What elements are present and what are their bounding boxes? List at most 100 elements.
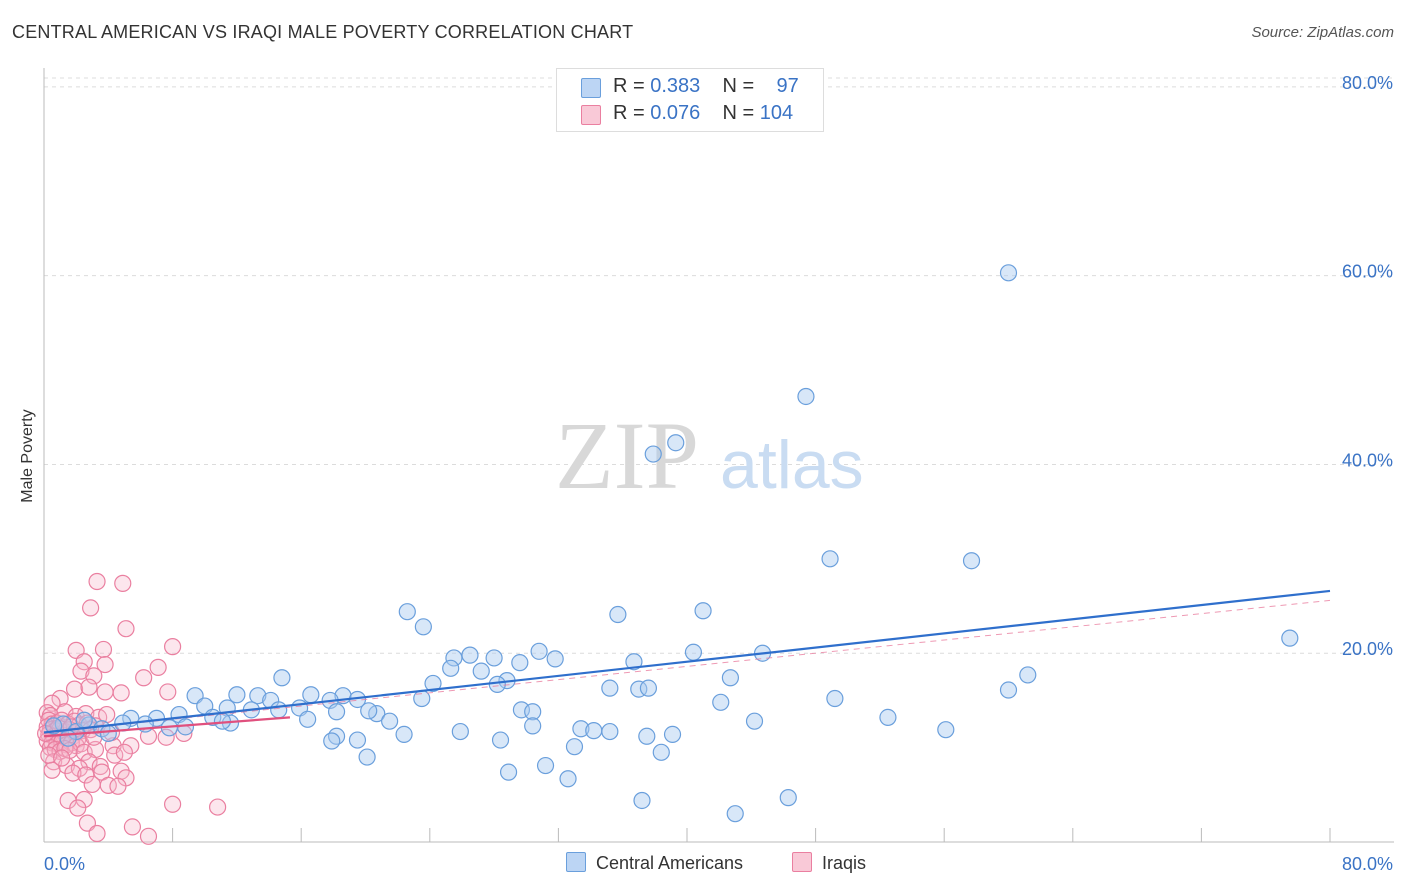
central-americans-point xyxy=(75,711,93,729)
iraqis-point xyxy=(164,638,182,656)
central-americans-point xyxy=(530,642,548,660)
iraqis-point xyxy=(64,764,82,782)
central-americans-point xyxy=(472,662,490,680)
central-americans-trend-line xyxy=(43,589,1331,734)
chart-title: CENTRAL AMERICAN VS IRAQI MALE POVERTY C… xyxy=(12,22,634,42)
central-americans-point xyxy=(565,738,584,756)
x-tick-label-max: 80.0% xyxy=(1342,854,1393,874)
central-americans-point xyxy=(358,748,376,766)
central-americans-point xyxy=(398,603,416,621)
central-americans-point xyxy=(1281,629,1299,647)
bottom-legend-iraqis: Iraqis xyxy=(792,852,866,874)
central-americans-point xyxy=(821,550,839,568)
central-americans-point xyxy=(546,650,564,668)
iraqis-point xyxy=(80,753,98,771)
watermark-atlas: atlas xyxy=(720,427,864,503)
central-americans-point xyxy=(414,618,432,636)
legend-r-label: R = xyxy=(613,75,645,97)
central-americans-point xyxy=(461,646,479,664)
iraqis-point xyxy=(122,737,140,755)
iraqis-point xyxy=(88,824,106,843)
central-americans-point xyxy=(667,434,685,452)
iraqis-point xyxy=(72,662,90,680)
central-americans-point xyxy=(694,602,712,620)
iraqis-point xyxy=(112,684,130,702)
central-americans-point xyxy=(485,649,503,667)
central-americans-point xyxy=(488,675,506,693)
trend-lines xyxy=(43,589,1331,738)
central-americans-point xyxy=(524,703,542,721)
iraqis-point xyxy=(106,746,124,764)
central-americans-point xyxy=(684,643,703,661)
iraqis-point xyxy=(114,574,132,592)
central-americans-point xyxy=(633,791,651,810)
x-tick-label-min: 0.0% xyxy=(44,854,85,874)
bottom-legend-swatch-pink xyxy=(792,852,812,872)
iraqis-point xyxy=(83,775,101,794)
central-americans-point xyxy=(327,703,346,721)
y-tick-label: 40.0% xyxy=(1342,450,1393,470)
central-americans-point xyxy=(59,729,77,747)
source-label: Source: ZipAtlas.com xyxy=(1251,24,1394,41)
central-americans-point xyxy=(302,686,320,704)
central-americans-point xyxy=(499,763,518,781)
x-axis-ticks xyxy=(172,828,1331,842)
iraqis-point xyxy=(80,678,98,696)
iraqis-point xyxy=(94,640,113,659)
central-americans-point xyxy=(625,653,643,671)
central-americans-point xyxy=(270,701,288,719)
legend-n-value: 104 xyxy=(759,102,794,124)
legend-n-value: 97 xyxy=(776,75,799,97)
central-americans-point xyxy=(445,649,463,667)
iraqis-point xyxy=(69,799,87,817)
dashed-trend-line xyxy=(43,599,1331,734)
iraqis-point xyxy=(149,658,167,676)
central-americans-point xyxy=(609,605,627,624)
central-americans-point xyxy=(826,689,844,708)
iraqis-trend-line xyxy=(43,716,291,738)
central-americans-point xyxy=(524,717,542,735)
central-americans-point xyxy=(99,724,117,743)
y-tick-labels: 20.0% 40.0% 60.0% 80.0% xyxy=(1342,73,1393,659)
central-americans-point xyxy=(360,702,378,720)
central-americans-point xyxy=(937,721,955,739)
central-americans-point xyxy=(652,743,670,761)
legend-text: R = 0.076 N = 104 xyxy=(613,102,793,125)
watermark: ZIP atlas xyxy=(555,402,864,509)
iraqis-point xyxy=(139,827,158,845)
central-americans-point xyxy=(779,789,797,807)
y-tick-label: 80.0% xyxy=(1342,73,1393,93)
iraqis-point xyxy=(109,777,127,795)
central-americans-point xyxy=(559,770,577,788)
central-americans-point xyxy=(451,722,469,741)
central-americans-point xyxy=(601,722,619,741)
legend-r-label: R = xyxy=(613,102,645,124)
central-americans-point xyxy=(1019,666,1037,684)
central-americans-points xyxy=(45,264,1299,823)
iraqis-point xyxy=(159,683,177,701)
central-americans-point xyxy=(299,710,317,728)
legend-r-value: 0.383 xyxy=(650,75,701,97)
iraqis-point xyxy=(115,743,133,761)
central-americans-point xyxy=(644,445,662,463)
iraqis-point xyxy=(96,655,114,674)
central-americans-point xyxy=(327,727,346,745)
stats-legend: R = 0.383 N = 97 R = 0.076 N = 104 xyxy=(556,68,824,132)
central-americans-point xyxy=(228,686,246,704)
central-americans-point xyxy=(639,679,658,697)
iraqis-point xyxy=(164,795,182,813)
iraqis-point xyxy=(53,749,71,767)
central-americans-point xyxy=(726,805,744,823)
central-americans-point xyxy=(601,679,619,697)
central-americans-point xyxy=(491,731,510,749)
central-americans-point xyxy=(712,693,730,711)
central-americans-point xyxy=(323,732,341,750)
bottom-legend-label: Central Americans xyxy=(596,853,744,873)
x-tick-labels: 0.0% 80.0% xyxy=(44,854,1393,874)
central-americans-point xyxy=(273,669,291,687)
bottom-legend-swatch-blue xyxy=(566,852,586,872)
legend-swatch-pink xyxy=(581,105,601,125)
iraqis-point xyxy=(135,669,153,687)
legend-r-value: 0.076 xyxy=(650,102,701,124)
